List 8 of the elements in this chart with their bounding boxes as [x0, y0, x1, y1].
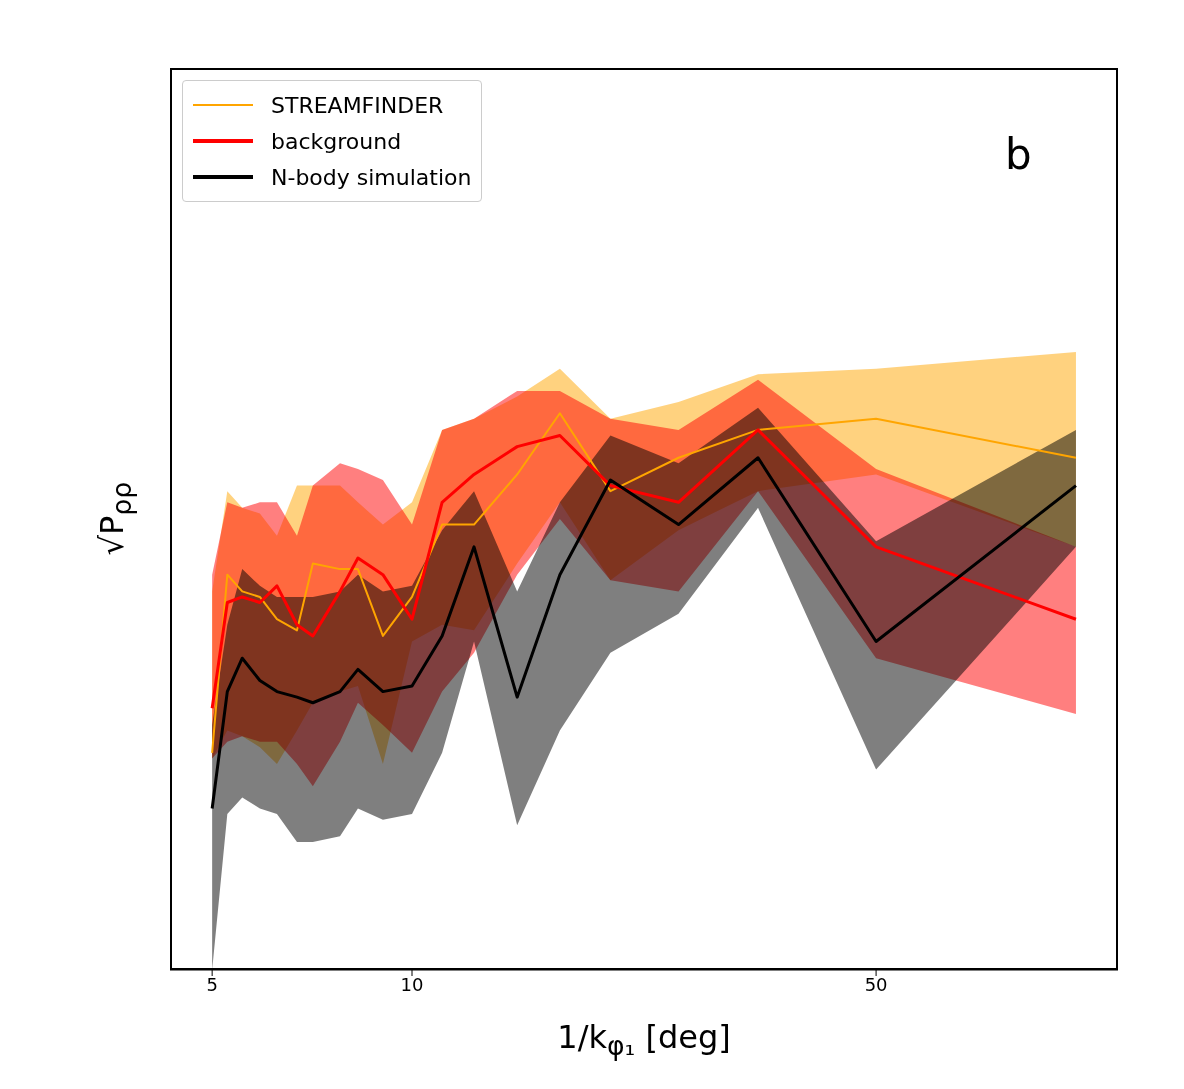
x-tick-label: 50: [864, 973, 888, 995]
x-tick-label: 5: [206, 973, 218, 995]
legend-label: N-body simulation: [271, 164, 472, 190]
x-tick-label: 10: [400, 973, 424, 995]
legend-label: STREAMFINDER: [271, 92, 444, 118]
x-axis-title: 1/k$_{φ₁}$ [deg]: [556, 1018, 732, 1062]
legend-label: background: [271, 128, 402, 154]
text: b: [1005, 130, 1032, 179]
